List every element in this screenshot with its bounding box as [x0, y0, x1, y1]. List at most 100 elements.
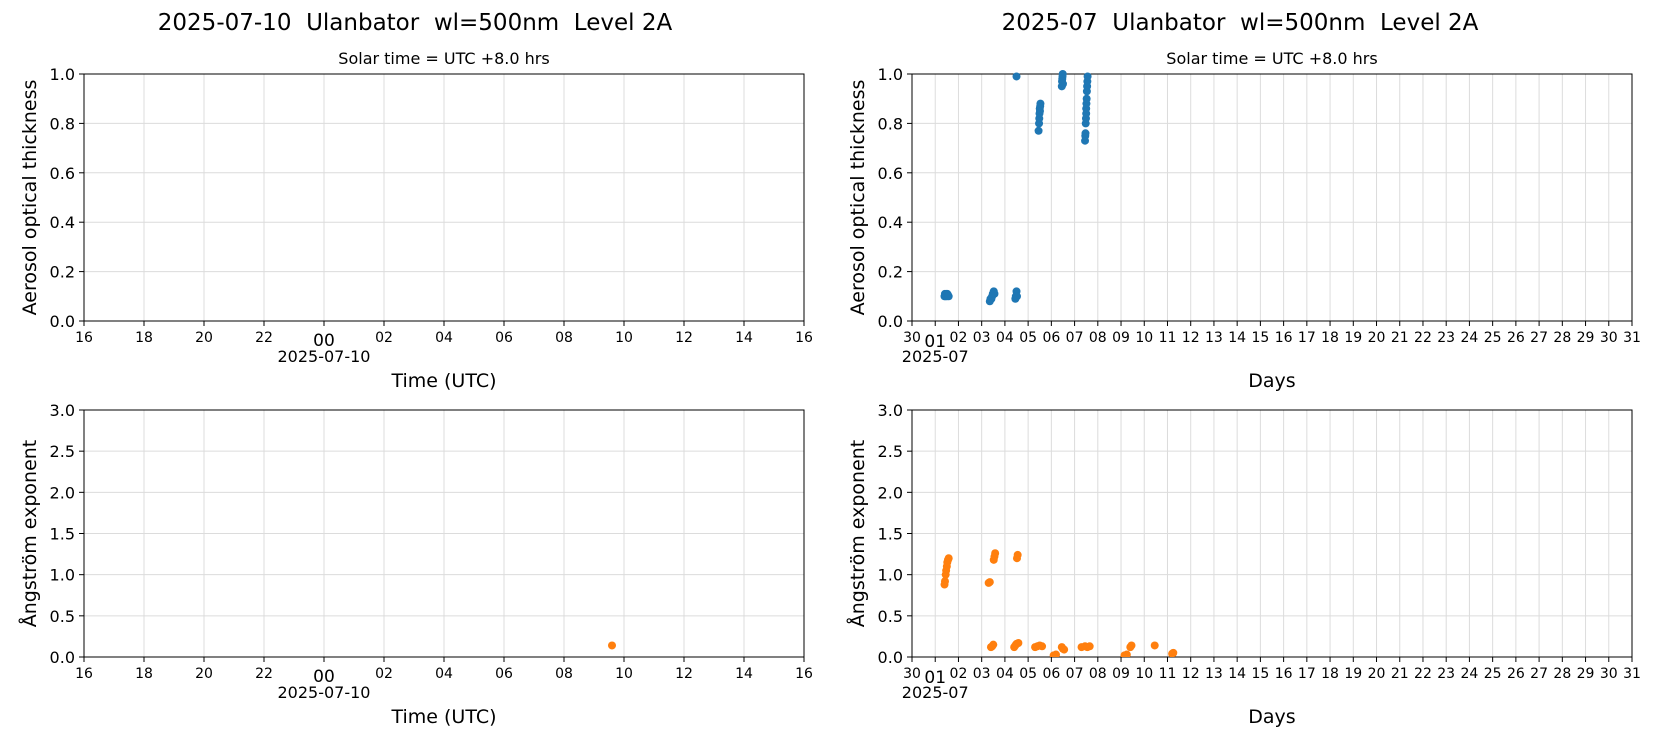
x-tick-label: 10 — [1135, 666, 1153, 682]
x-tick-label: 25 — [1484, 330, 1502, 346]
x-tick-label: 17 — [1298, 330, 1316, 346]
x-tick-label: 16 — [795, 330, 813, 346]
y-tick-label: 0.6 — [878, 164, 903, 183]
x-date-label: 2025-07 — [902, 683, 969, 702]
x-tick-label: 22 — [1414, 330, 1432, 346]
y-tick-label: 0.4 — [50, 213, 75, 232]
x-tick-label: 01 — [924, 332, 946, 352]
data-point — [1127, 641, 1136, 650]
left-figure-title: 2025-07-10 Ulanbator wl=500nm Level 2A — [157, 10, 673, 36]
data-point — [1058, 70, 1067, 78]
x-date-label: 2025-07 — [902, 347, 969, 366]
x-tick-label: 07 — [1066, 666, 1084, 682]
x-tick-label: 16 — [1275, 666, 1293, 682]
x-tick-label: 16 — [1275, 330, 1293, 346]
x-tick-label: 13 — [1205, 666, 1223, 682]
y-axis-label: Ångström exponent — [18, 440, 41, 628]
x-tick-label: 03 — [973, 666, 991, 682]
data-point — [1082, 94, 1091, 103]
x-tick-label: 06 — [495, 666, 513, 682]
x-tick-label: 12 — [1182, 330, 1200, 346]
x-tick-label: 02 — [375, 330, 393, 346]
x-tick-label: 30 — [903, 330, 921, 346]
y-axis-label: Aerosol optical thickness — [847, 80, 869, 316]
x-tick-label: 10 — [615, 330, 633, 346]
daily-angstrom-panel: 0.0 0.5 1.0 1.5 2.0 2.5 3.0 16 18 20 22 00 02 04 06 08 1… — [18, 401, 813, 728]
data-point — [1038, 642, 1047, 651]
monthly-aod-points — [940, 70, 1092, 306]
x-axis-label: Time (UTC) — [390, 706, 496, 728]
x-tick-label: 18 — [1321, 666, 1339, 682]
data-point — [989, 640, 998, 649]
x-tick-label: 20 — [1368, 330, 1386, 346]
x-tick-label: 06 — [495, 330, 513, 346]
data-point — [1169, 648, 1178, 657]
subplot-title: Solar time = UTC +8.0 hrs — [1166, 49, 1377, 68]
right-figure-title: 2025-07 Ulanbator wl=500nm Level 2A — [1001, 10, 1479, 36]
x-tick-label: 31 — [1623, 666, 1641, 682]
subplot-title: Solar time = UTC +8.0 hrs — [338, 49, 549, 68]
x-tick-label: 23 — [1437, 666, 1455, 682]
x-tick-label: 02 — [375, 666, 393, 682]
x-tick-label: 01 — [924, 668, 946, 688]
data-point — [1058, 79, 1067, 88]
monthly-aod-panel: 0.00.20.40.60.81.030 01 02 03 04 05 06 07 08 09 10… — [847, 49, 1641, 392]
x-tick-label: 18 — [135, 666, 153, 682]
x-tick-label: 08 — [1089, 666, 1107, 682]
daily-aod-panel: 0.0 0.2 0.4 0.6 0.8 1.0 16 18 20 22 00 02 04 06 08 10 12… — [19, 49, 813, 392]
data-point — [1014, 639, 1023, 648]
x-tick-label: 04 — [996, 666, 1014, 682]
x-tick-label: 08 — [555, 666, 573, 682]
data-point — [1085, 642, 1094, 651]
y-tick-label: 1.0 — [50, 566, 75, 585]
x-tick-label: 00 — [313, 667, 335, 687]
x-tick-label: 07 — [1066, 330, 1084, 346]
y-tick-label: 0.0 — [50, 648, 75, 667]
x-tick-label: 21 — [1391, 330, 1409, 346]
x-tick-label: 16 — [795, 666, 813, 682]
x-tick-label: 24 — [1461, 330, 1479, 346]
x-tick-label: 18 — [135, 330, 153, 346]
x-tick-label: 16 — [75, 666, 93, 682]
y-tick-label: 3.0 — [50, 401, 75, 420]
x-tick-label: 27 — [1530, 330, 1548, 346]
daily-angstrom-points — [608, 641, 616, 650]
y-tick-label: 1.0 — [878, 65, 903, 84]
x-tick-label: 04 — [435, 330, 453, 346]
data-point — [1012, 72, 1021, 81]
x-tick-label: 25 — [1484, 666, 1502, 682]
y-tick-label: 1.5 — [878, 525, 903, 544]
x-tick-label: 10 — [1135, 330, 1153, 346]
x-tick-label: 14 — [1228, 666, 1246, 682]
x-tick-label: 24 — [1461, 666, 1479, 682]
x-tick-label: 05 — [1019, 330, 1037, 346]
x-tick-label: 02 — [950, 666, 968, 682]
x-tick-label: 11 — [1159, 666, 1177, 682]
x-tick-label: 16 — [75, 330, 93, 346]
x-tick-label: 12 — [675, 330, 693, 346]
x-tick-label: 11 — [1159, 330, 1177, 346]
data-point — [1052, 650, 1060, 657]
x-tick-label: 20 — [195, 330, 213, 346]
x-tick-label: 14 — [735, 330, 753, 346]
y-tick-label: 0.0 — [878, 312, 903, 331]
y-tick-label: 0.6 — [50, 164, 75, 183]
y-tick-label: 0.0 — [50, 312, 75, 331]
y-tick-label: 0.5 — [878, 607, 903, 626]
x-tick-label: 22 — [255, 666, 273, 682]
data-point — [1060, 645, 1069, 654]
x-tick-label: 08 — [555, 330, 573, 346]
data-point — [985, 578, 994, 587]
x-tick-label: 22 — [255, 330, 273, 346]
x-tick-label: 15 — [1251, 666, 1269, 682]
x-tick-label: 31 — [1623, 330, 1641, 346]
data-point — [944, 554, 953, 563]
x-tick-label: 04 — [996, 330, 1014, 346]
x-axis-label: Days — [1248, 370, 1295, 392]
x-tick-label: 08 — [1089, 330, 1107, 346]
x-tick-label: 19 — [1344, 330, 1362, 346]
x-tick-label: 28 — [1553, 666, 1571, 682]
x-tick-label: 18 — [1321, 330, 1339, 346]
data-point — [1122, 650, 1131, 657]
